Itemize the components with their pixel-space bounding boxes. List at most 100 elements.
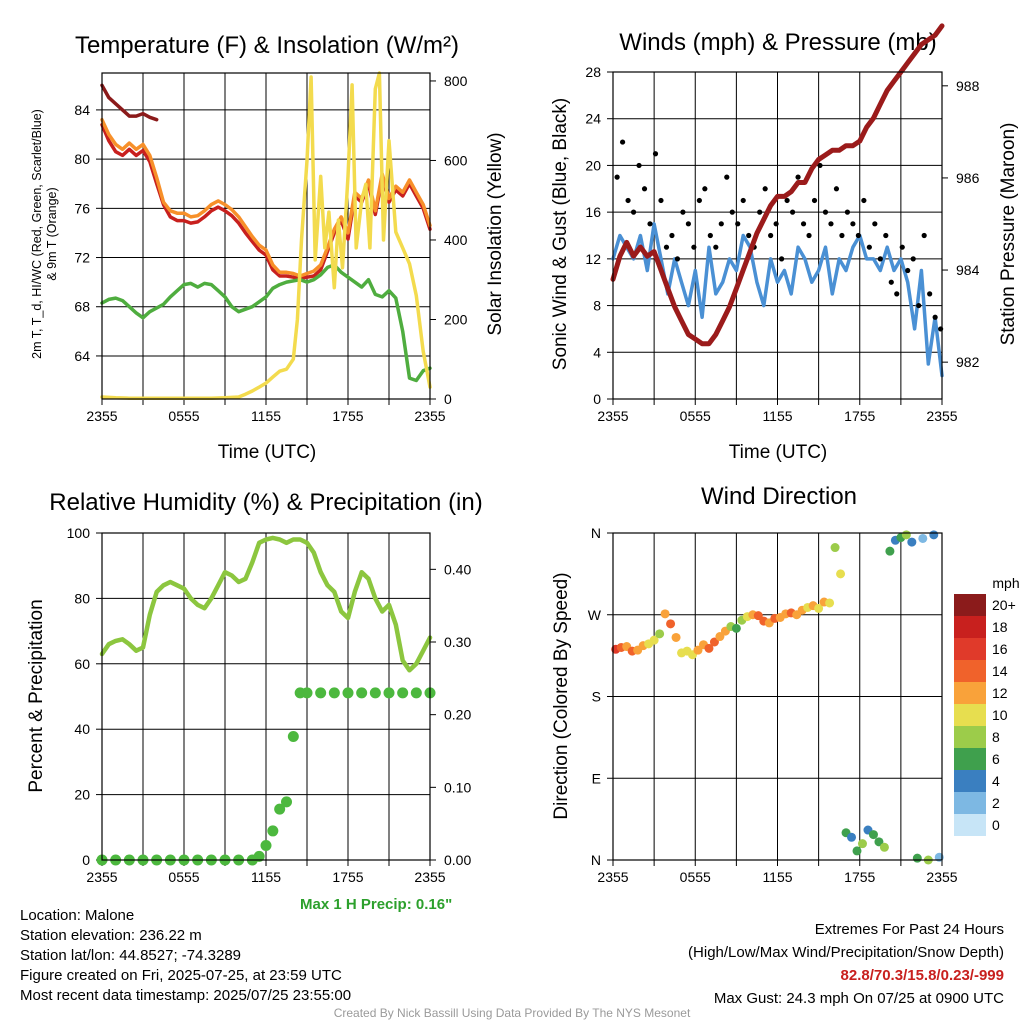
x-tick-label: 1155 <box>762 869 792 885</box>
x-tick-label: 0555 <box>168 408 199 424</box>
series-marker <box>740 197 746 204</box>
series-marker <box>932 314 938 320</box>
direction-point <box>666 619 676 629</box>
legend-label: 20+ <box>992 597 1016 613</box>
y-right-tick-label: 0.30 <box>444 634 471 650</box>
direction-point <box>825 598 835 608</box>
y-right-tick-label: 0.00 <box>444 852 471 868</box>
legend-swatch <box>954 638 986 660</box>
series-marker <box>410 687 422 699</box>
y-tick-label: 100 <box>67 525 91 541</box>
latlon-line: Station lat/lon: 44.8527; -74.3289 <box>20 947 242 964</box>
wind-direction-ylabel-left: Direction (Colored By Speed) <box>551 572 572 819</box>
speed-legend: mph 20+ 18 16 14 12 10 8 6 4 2 0 <box>954 575 1020 836</box>
y-right-tick-label: 200 <box>444 311 468 327</box>
y-tick-label: 80 <box>74 590 90 606</box>
series-marker <box>625 197 631 204</box>
temperature-ylabel-right: Solar Insolation (Yellow) <box>485 132 506 335</box>
legend-swatch <box>954 682 986 704</box>
extremes-info: Extremes For Past 24 Hours (High/Low/Max… <box>688 918 1004 1010</box>
legend-label: 8 <box>992 729 1000 745</box>
x-tick-label: 1755 <box>332 408 363 424</box>
y-tick-label: 64 <box>74 348 90 364</box>
elevation-line: Station elevation: 236.22 m <box>20 927 202 944</box>
direction-point <box>836 569 846 579</box>
series-marker <box>866 244 872 250</box>
series-marker <box>267 825 279 837</box>
series-marker <box>713 244 719 250</box>
series-marker <box>768 232 774 239</box>
series-marker <box>630 209 637 215</box>
series-marker <box>789 209 796 215</box>
plot-frame <box>101 532 431 861</box>
legend-label: 16 <box>992 641 1008 657</box>
direction-point <box>907 537 917 547</box>
direction-point <box>693 645 703 655</box>
x-tick-label: 1755 <box>844 408 875 424</box>
max-precip-note: Max 1 H Precip: 0.16" <box>300 896 453 913</box>
direction-point <box>704 643 714 653</box>
y-right-tick-label: 800 <box>444 73 468 89</box>
direction-point <box>901 530 911 540</box>
series-marker <box>253 850 265 862</box>
legend-label: 10 <box>992 707 1008 723</box>
y-tick-label: S <box>592 689 601 705</box>
direction-point <box>814 603 824 613</box>
series-marker <box>872 221 878 227</box>
wind-direction-title: Wind Direction <box>701 483 857 510</box>
series-marker <box>685 221 691 227</box>
direction-point <box>715 632 725 642</box>
series-marker <box>274 803 286 815</box>
series-marker <box>844 209 851 215</box>
y-tick-label: N <box>591 525 601 541</box>
x-tick-label: 1155 <box>251 869 281 885</box>
y-tick-label: 84 <box>74 102 90 118</box>
x-tick-label: 2355 <box>926 408 957 424</box>
plot-frame <box>101 72 431 400</box>
x-tick-label: 1755 <box>844 869 875 885</box>
y-tick-label: 72 <box>74 250 90 266</box>
y-tick-label: 4 <box>593 344 601 360</box>
legend-label: 4 <box>992 773 1000 789</box>
series-marker <box>652 151 659 157</box>
y-tick-label: 20 <box>585 157 601 173</box>
y-right-tick-label: 986 <box>956 170 980 186</box>
extremes-subheading: (High/Low/Max Wind/Precipitation/Snow De… <box>688 944 1004 961</box>
y-right-tick-label: 984 <box>956 262 980 278</box>
series-marker <box>855 232 861 239</box>
legend-label: 0 <box>992 817 1000 833</box>
series-marker <box>619 139 626 145</box>
y-right-tick-label: 600 <box>444 152 468 168</box>
location-line: Location: Malone <box>20 907 135 924</box>
legend-label: 12 <box>992 685 1008 701</box>
direction-point <box>830 543 840 553</box>
series-marker <box>658 197 664 204</box>
series-marker <box>674 256 681 262</box>
series-marker <box>883 232 889 239</box>
series-marker <box>779 256 785 262</box>
series-marker <box>822 209 829 215</box>
y-tick-label: 24 <box>585 111 601 127</box>
legend-swatch <box>954 660 986 682</box>
direction-point <box>649 635 659 645</box>
series-marker <box>757 209 763 215</box>
extremes-values: 82.8/70.3/15.8/0.23/-999 <box>840 967 1004 984</box>
y-tick-label: 76 <box>74 200 90 216</box>
series-marker <box>894 291 900 297</box>
series-marker <box>800 221 807 227</box>
y-tick-label: 68 <box>74 299 90 315</box>
x-tick-label: 2355 <box>414 869 445 885</box>
y-right-tick-label: 400 <box>444 232 468 248</box>
series-marker <box>281 796 292 808</box>
series-marker <box>636 162 642 169</box>
y-tick-label: E <box>592 770 601 786</box>
series-marker <box>724 174 730 180</box>
x-tick-label: 2355 <box>86 869 117 885</box>
y-tick-label: 16 <box>585 204 601 220</box>
x-tick-label: 0555 <box>168 869 199 885</box>
y-tick-label: 8 <box>593 298 601 314</box>
series-marker <box>315 687 327 699</box>
series-marker <box>795 174 801 180</box>
series-marker <box>647 221 653 227</box>
